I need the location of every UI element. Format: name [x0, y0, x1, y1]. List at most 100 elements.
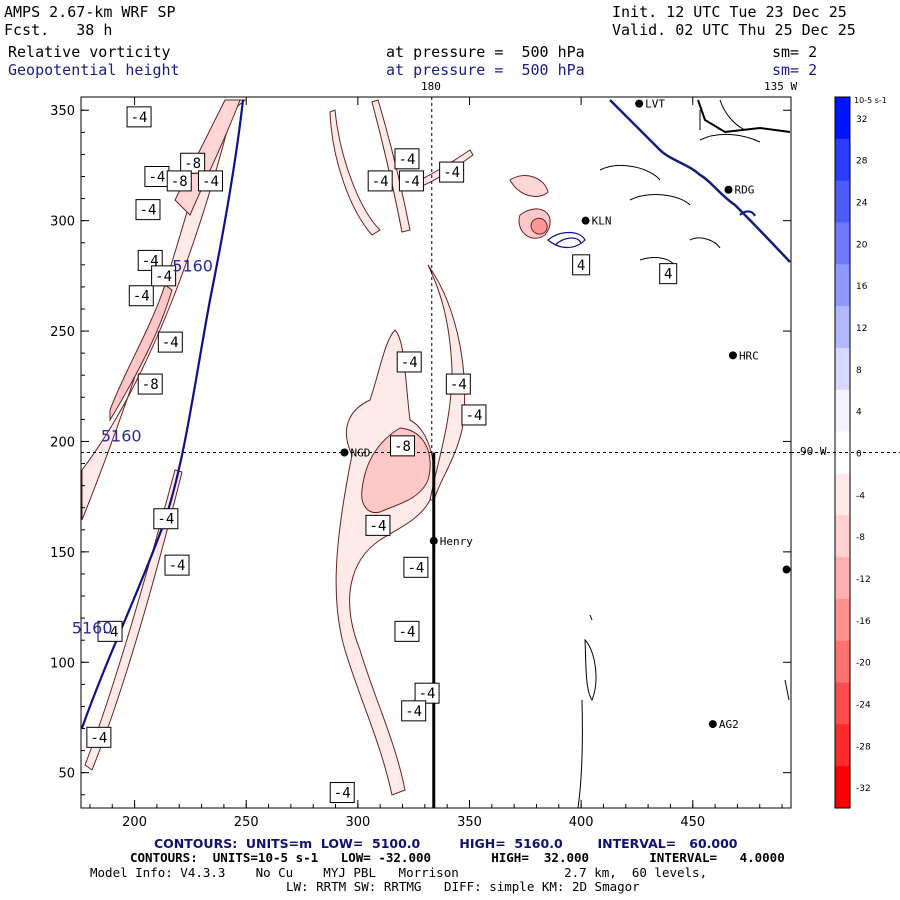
vorticity-label: -4 [151, 265, 177, 287]
station-name: Henry [440, 535, 473, 548]
vorticity-label-text: -4 [334, 786, 351, 802]
colorbar-tick-label: 0 [856, 450, 862, 460]
forecast-hour: Fcst. 38 h [4, 21, 113, 39]
vorticity-label-box [157, 331, 183, 353]
vorticity-label: -4 [365, 514, 391, 536]
footer-model-info: Model Info: V4.3.3 No Cu MYJ PBL Morriso… [90, 865, 708, 880]
vorticity-label-text: -4 [407, 560, 424, 576]
station-dot [429, 536, 438, 545]
vorticity-label-text: -4 [133, 289, 150, 305]
y-tick-label: 200 [50, 435, 75, 450]
y-tick-label: 50 [58, 767, 75, 782]
colorbar-tick-label: -8 [856, 533, 865, 543]
footer-vorticity-contours: CONTOURS: UNITS=10-5 s-1 LOW= -32.000 HI… [130, 850, 785, 865]
vorticity-label-text: -4 [372, 174, 389, 190]
field1-smoothing: sm= 2 [772, 43, 818, 61]
vorticity-label: -4 [128, 285, 154, 307]
colorbar-tick-label: 8 [856, 366, 862, 376]
vorticity-label-text: -4 [399, 624, 416, 640]
meridian-180-label: 180 [421, 80, 441, 93]
colorbar-swatch [835, 431, 850, 474]
vorticity-label-box [367, 170, 393, 192]
station-name: HRC [739, 349, 759, 362]
vorticity-label: -8 [390, 435, 416, 457]
y-tick-label: 150 [50, 546, 75, 561]
colorbar: 32 28 24 20 16 12 8 4 0 -4 -8 -12 -16 -20 -24 -28 -32 10-… [834, 96, 887, 809]
colorbar-swatch [835, 557, 850, 600]
vorticity-label: -4 [445, 373, 471, 395]
height-label: 5160 [72, 619, 113, 638]
valid-time: Valid. 02 UTC Thu 25 Dec 25 [612, 21, 856, 39]
colorbar-swatch [835, 180, 850, 223]
colorbar-swatch [835, 97, 850, 140]
station-name: NGD [350, 447, 370, 460]
colorbar-swatch [835, 598, 850, 642]
y-tick-label: 350 [50, 104, 75, 119]
station-dot [708, 720, 717, 729]
vorticity-label-text: -4 [90, 730, 107, 746]
colorbar-tick-label: -12 [856, 575, 871, 585]
colorbar-swatch [835, 724, 850, 767]
ice-edge [697, 99, 791, 134]
vorticity-label: -4 [135, 199, 161, 221]
x-tick-label: 350 [457, 815, 482, 830]
height-contour-5160 [80, 99, 245, 729]
height-label: 5160 [101, 426, 142, 445]
coastline [609, 99, 791, 263]
station-dot [782, 565, 791, 574]
y-tick-label: 300 [50, 215, 75, 230]
vorticity-label: -8 [137, 373, 163, 395]
colorbar-swatch [835, 766, 850, 809]
vorticity-label-box [572, 254, 591, 276]
vorticity-label-box [396, 351, 422, 373]
vorticity-label-box [461, 404, 487, 426]
vorticity-label: -4 [97, 620, 123, 642]
vorticity-label-box [86, 726, 112, 748]
station-dot [728, 351, 737, 360]
station-marker [782, 565, 791, 574]
vorticity-label-text: -4 [202, 174, 219, 190]
vorticity-label: -4 [461, 404, 487, 426]
vorticity-label: -4 [367, 170, 393, 192]
vorticity-label-box [365, 514, 391, 536]
vorticity-label-text: -4 [140, 203, 157, 219]
vorticity-label-text: -4 [405, 704, 422, 720]
vorticity-label-text: -4 [466, 408, 483, 424]
colorbar-tick-label: 4 [856, 408, 862, 418]
vorticity-label-box [153, 508, 179, 530]
colorbar-tick-label: 12 [856, 324, 867, 334]
colorbar-tick-label: -24 [856, 700, 871, 710]
meridian-135w-label: 135 W [764, 80, 798, 93]
station-name: RDG [734, 184, 754, 197]
vorticity-label-text: -4 [155, 269, 172, 285]
vorticity-label-text: -4 [370, 518, 387, 534]
vorticity-label: -4 [157, 331, 183, 353]
vorticity-label-box [659, 263, 678, 285]
field1-level: at pressure = 500 hPa [386, 43, 585, 61]
vorticity-label: -4 [403, 556, 429, 578]
station-name: KLN [592, 215, 612, 228]
vorticity-label-box [128, 285, 154, 307]
vorticity-label: -4 [414, 682, 440, 704]
vorticity-label-text: 4 [664, 267, 672, 283]
vorticity-label-text: -8 [142, 377, 159, 393]
station-dot [340, 448, 349, 457]
vorticity-labels: -4-8-4 -8 -4-4-4-4-4-4-8-4-4 -4-4-4-4-4-8-4… [86, 106, 678, 804]
vorticity-label: -4 [398, 170, 424, 192]
vorticity-label-text: -4 [450, 377, 467, 393]
vorticity-label: -4 [394, 148, 420, 170]
field2-level: at pressure = 500 hPa [386, 61, 585, 79]
vorticity-label-box [166, 170, 192, 192]
vorticity-label-text: -4 [162, 335, 179, 351]
field2-name: Geopotential height [8, 61, 180, 79]
colorbar-tick-label: 16 [856, 282, 868, 292]
height-labels: 5160 5160 5160 [72, 256, 213, 637]
y-tick-label: 100 [50, 656, 75, 671]
map-axes: 200 250 300 350 400 450 50 100 150 200 250 300 350 [50, 96, 792, 830]
vorticity-label-text: -4 [443, 165, 460, 181]
meridian-90w-label: 90 W [800, 445, 827, 458]
vorticity-label: -8 [180, 152, 206, 174]
vorticity-label-box [329, 782, 355, 804]
footer-height-contours: CONTOURS: UNITS=m LOW= 5100.0 HIGH= 5160… [154, 836, 738, 851]
